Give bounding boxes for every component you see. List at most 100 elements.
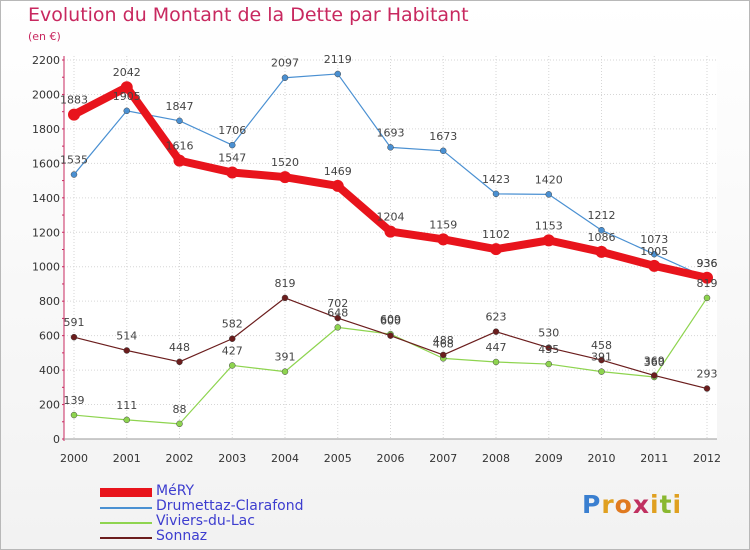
y-tick-label: 400: [39, 364, 60, 377]
data-label: 1102: [482, 228, 510, 241]
data-point: [70, 171, 78, 178]
data-point: [279, 171, 291, 184]
logo-letter: x: [632, 490, 650, 519]
x-tick-label: 2007: [429, 452, 457, 465]
data-point: [334, 70, 341, 78]
data-label: 1905: [113, 90, 141, 103]
data-point: [542, 234, 555, 247]
data-label: 1547: [218, 151, 246, 164]
data-label: 530: [538, 327, 559, 340]
y-tick-label: 1400: [32, 192, 60, 205]
data-point: [281, 368, 289, 375]
data-label: 369: [644, 354, 665, 367]
data-point: [229, 362, 236, 369]
data-label: 591: [64, 316, 85, 329]
data-label: 514: [116, 329, 137, 342]
logo-letter: t: [659, 490, 673, 519]
chart-title: Evolution du Montant de la Dette par Hab…: [28, 4, 469, 26]
logo-letter: i: [650, 490, 660, 519]
data-point: [598, 356, 605, 364]
data-label: 936: [697, 257, 718, 270]
data-point: [123, 107, 130, 115]
data-point: [176, 117, 183, 125]
data-point: [281, 74, 289, 81]
data-label: 488: [433, 334, 454, 347]
data-label: 648: [327, 306, 348, 319]
legend-label: MéRY: [156, 483, 195, 499]
data-label: 1520: [271, 156, 299, 169]
data-label: 1423: [482, 173, 510, 186]
data-point: [595, 245, 608, 258]
y-tick-label: 2200: [32, 54, 60, 67]
data-label: 1673: [429, 130, 457, 143]
data-label: 1153: [535, 219, 563, 232]
x-tick-label: 2012: [693, 452, 721, 465]
legend-label: Viviers-du-Lac: [156, 513, 255, 529]
data-point: [651, 372, 658, 379]
data-label: 1212: [588, 209, 616, 222]
chart-unit-subtitle: (en €): [28, 30, 61, 43]
data-label: 1159: [429, 218, 457, 231]
legend-item: Drumettaz-Clarafond: [100, 498, 360, 515]
data-point: [281, 294, 289, 302]
legend-swatch: [100, 488, 152, 497]
data-label: 702: [327, 297, 348, 310]
y-tick-label: 1800: [32, 123, 60, 136]
data-point: [651, 250, 658, 258]
data-label: 1847: [166, 100, 194, 113]
x-tick-label: 2003: [218, 452, 246, 465]
data-label: 111: [116, 399, 137, 412]
data-label: 139: [64, 394, 85, 407]
data-point: [490, 243, 502, 256]
y-tick-label: 1200: [32, 226, 60, 239]
data-point: [123, 416, 130, 424]
x-tick-label: 2000: [60, 452, 88, 465]
logo-letter: r: [601, 490, 615, 519]
x-tick-label: 2006: [377, 452, 405, 465]
data-label: 458: [591, 339, 612, 352]
data-point: [598, 368, 605, 375]
data-label: 1005: [640, 245, 668, 258]
data-label: 435: [538, 343, 559, 356]
data-label: 1469: [324, 165, 352, 178]
data-point: [492, 190, 500, 198]
data-label: 391: [275, 351, 296, 364]
y-tick-label: 800: [39, 295, 60, 308]
data-point: [331, 179, 344, 192]
data-point: [334, 314, 341, 322]
data-point: [703, 385, 711, 392]
data-point: [440, 351, 447, 359]
proxiti-logo: Proxiti: [582, 490, 682, 519]
x-tick-label: 2002: [166, 452, 194, 465]
data-label: 936: [697, 257, 718, 270]
y-tick-label: 200: [39, 399, 60, 412]
data-label: 1204: [377, 211, 405, 224]
legend-item: Viviers-du-Lac: [100, 513, 360, 530]
data-point: [545, 191, 552, 198]
data-label: 468: [433, 337, 454, 350]
data-label: 623: [486, 311, 507, 324]
data-label: 1420: [535, 173, 563, 186]
legend-item: MéRY: [100, 483, 360, 500]
data-label: 360: [644, 356, 665, 369]
logo-letter: P: [582, 490, 602, 519]
legend-swatch: [100, 507, 152, 509]
data-point: [387, 144, 394, 151]
data-point: [545, 344, 552, 351]
data-label: 582: [222, 318, 243, 331]
data-point: [176, 420, 183, 428]
data-label: 88: [173, 403, 187, 416]
data-label: 609: [380, 313, 401, 326]
legend-label: Sonnaz: [156, 528, 208, 544]
y-tick-label: 1600: [32, 157, 60, 170]
data-point: [120, 81, 133, 94]
data-point: [387, 332, 394, 339]
x-tick-label: 2010: [588, 452, 616, 465]
data-label: 1086: [588, 231, 616, 244]
data-label: 600: [380, 315, 401, 328]
data-point: [70, 411, 78, 419]
data-point: [123, 347, 130, 354]
x-tick-label: 2004: [271, 452, 299, 465]
data-label: 819: [275, 277, 296, 290]
